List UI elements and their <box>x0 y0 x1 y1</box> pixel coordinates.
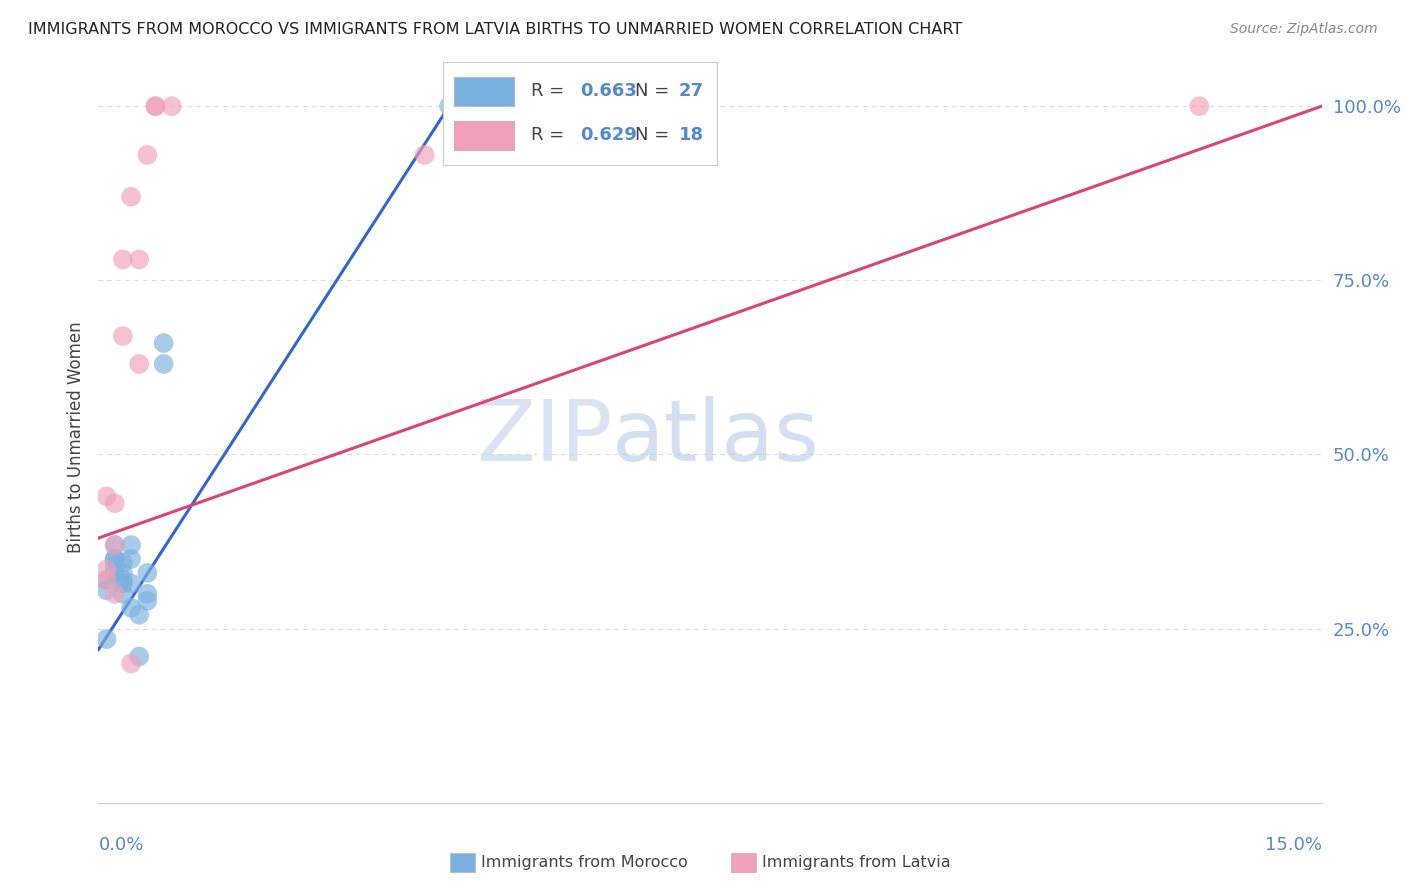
Point <box>111 587 134 601</box>
Text: R =: R = <box>530 127 569 145</box>
Bar <box>454 121 515 150</box>
Point <box>96 573 118 587</box>
Point <box>96 583 118 598</box>
Text: Immigrants from Latvia: Immigrants from Latvia <box>762 855 950 870</box>
Text: Immigrants from Morocco: Immigrants from Morocco <box>481 855 688 870</box>
Y-axis label: Births to Unmarried Women: Births to Unmarried Women <box>66 321 84 553</box>
Point <box>128 649 150 664</box>
Point <box>120 600 142 615</box>
Point <box>120 552 142 566</box>
Text: R =: R = <box>530 82 569 100</box>
Text: 15.0%: 15.0% <box>1264 836 1322 854</box>
Point <box>446 99 468 113</box>
Point <box>136 566 159 580</box>
Point <box>104 496 127 510</box>
Text: IMMIGRANTS FROM MOROCCO VS IMMIGRANTS FROM LATVIA BIRTHS TO UNMARRIED WOMEN CORR: IMMIGRANTS FROM MOROCCO VS IMMIGRANTS FR… <box>28 22 962 37</box>
Text: N =: N = <box>636 82 675 100</box>
Point <box>111 556 134 570</box>
Point <box>96 632 118 646</box>
Point <box>96 573 118 587</box>
Point <box>128 252 150 267</box>
Point <box>111 252 134 267</box>
Point <box>128 357 150 371</box>
Point <box>120 576 142 591</box>
Point <box>120 538 142 552</box>
Text: 18: 18 <box>679 127 704 145</box>
Point <box>136 148 159 162</box>
Text: 27: 27 <box>679 82 703 100</box>
Text: Source: ZipAtlas.com: Source: ZipAtlas.com <box>1230 22 1378 37</box>
Point <box>104 552 127 566</box>
Point <box>104 587 127 601</box>
Point <box>1188 99 1211 113</box>
Text: N =: N = <box>636 127 675 145</box>
Point <box>413 148 436 162</box>
Point <box>478 99 501 113</box>
Point <box>111 573 134 587</box>
Point <box>437 99 460 113</box>
Point <box>145 99 167 113</box>
Text: ZIP: ZIP <box>475 395 612 479</box>
Point <box>104 538 127 552</box>
Point <box>128 607 150 622</box>
Bar <box>454 77 515 105</box>
Point <box>111 566 134 580</box>
Point <box>104 566 127 580</box>
Point <box>160 99 183 113</box>
Text: 0.0%: 0.0% <box>98 836 143 854</box>
Text: atlas: atlas <box>612 395 820 479</box>
Point <box>145 99 167 113</box>
Point <box>152 336 174 351</box>
Point <box>120 657 142 671</box>
Text: 0.663: 0.663 <box>581 82 637 100</box>
Point <box>136 594 159 608</box>
Point <box>104 538 127 552</box>
Point <box>104 558 127 573</box>
Point <box>136 587 159 601</box>
Text: 0.629: 0.629 <box>581 127 637 145</box>
Point <box>104 552 127 566</box>
Point <box>96 562 118 576</box>
Point <box>96 489 118 503</box>
Point <box>111 576 134 591</box>
Point <box>120 190 142 204</box>
Point <box>111 329 134 343</box>
Point <box>152 357 174 371</box>
